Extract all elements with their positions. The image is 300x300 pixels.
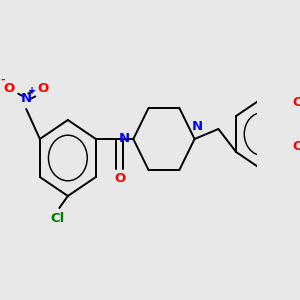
Text: N: N: [192, 121, 203, 134]
Text: +: +: [28, 86, 36, 96]
Text: O: O: [38, 82, 49, 94]
Text: O: O: [4, 82, 15, 94]
Text: O: O: [292, 140, 300, 154]
Text: O: O: [292, 97, 300, 110]
Text: O: O: [114, 172, 125, 185]
Text: N: N: [119, 133, 130, 146]
Text: N: N: [21, 92, 32, 104]
Text: Cl: Cl: [50, 212, 65, 224]
Text: -: -: [0, 75, 5, 85]
